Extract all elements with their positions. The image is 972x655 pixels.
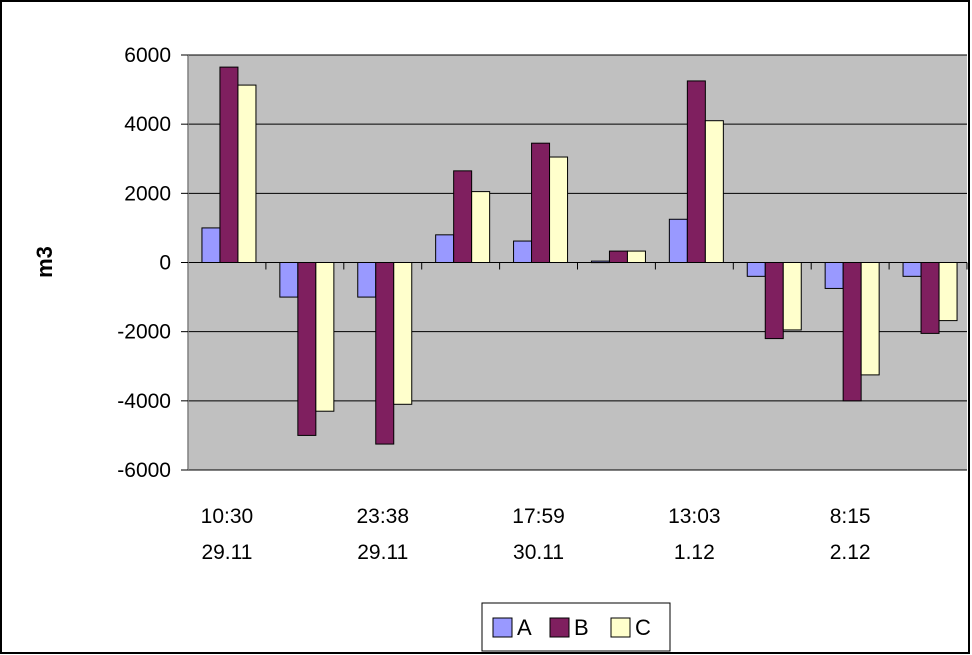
bar-b [686, 80, 706, 263]
bar-b [531, 142, 551, 263]
bar-a [824, 262, 844, 289]
bar-a [902, 262, 922, 277]
bar-c [471, 191, 491, 264]
bar-b [219, 66, 239, 263]
bar-a [279, 262, 299, 298]
y-axis-ticks: 6000 4000 2000 0 -2000 -4000 -6000 [117, 44, 188, 482]
legend: A B C [481, 602, 671, 652]
bar-b [764, 262, 784, 340]
bar-a [513, 240, 533, 263]
bar-a [668, 218, 688, 263]
bar-b [453, 170, 473, 264]
bar-c [549, 156, 569, 263]
x-axis-labels: 10:30 29.11 23:38 29.11 17:59 30.11 13:03 1.12 8… [201, 505, 871, 564]
bar-b [297, 262, 317, 436]
bar-c [860, 262, 880, 376]
x-tick-label: 30.11 [513, 541, 564, 564]
y-tick-label: -4000 [117, 390, 171, 413]
bar-a [357, 262, 377, 298]
bar-c [393, 262, 413, 405]
bar-c [782, 262, 802, 331]
y-tick-label: -2000 [117, 321, 171, 344]
y-tick-label: 0 [159, 252, 171, 275]
y-tick-label: 6000 [124, 44, 171, 67]
y-tick-label: 2000 [124, 182, 171, 205]
bar-c [704, 120, 724, 264]
bar-b [920, 262, 940, 334]
bar-c [237, 84, 257, 264]
x-tick-label: 8:15 [830, 505, 871, 528]
bar-c [626, 250, 646, 263]
legend-label-c: C [635, 615, 651, 640]
bar-marks [187, 66, 968, 445]
x-tick-label: 29.11 [201, 541, 252, 564]
bar-c [315, 262, 335, 412]
y-axis-label: m3 [32, 246, 57, 278]
x-tick-label: 13:03 [668, 505, 721, 528]
x-tick-label: 2.12 [830, 541, 871, 564]
bar-a [201, 227, 221, 264]
bar-a [435, 234, 455, 263]
x-tick-label: 23:38 [356, 505, 409, 528]
x-tick-label: 29.11 [357, 541, 408, 564]
legend-swatch-a [492, 617, 513, 638]
x-tick-label: 1.12 [674, 541, 715, 564]
bar-b [375, 262, 395, 445]
legend-swatch-b [549, 617, 570, 638]
legend-swatch-c [610, 617, 631, 638]
bar-b [842, 262, 862, 402]
y-tick-label: 4000 [124, 113, 171, 136]
x-tick-label: 10:30 [201, 505, 254, 528]
bar-b [608, 250, 628, 263]
legend-label-a: A [517, 615, 532, 640]
bar-a [746, 262, 766, 277]
legend-label-b: B [574, 615, 589, 640]
y-tick-label: -6000 [117, 459, 171, 482]
x-tick-label: 17:59 [512, 505, 565, 528]
bar-c [938, 262, 958, 322]
legend-box [481, 602, 671, 652]
